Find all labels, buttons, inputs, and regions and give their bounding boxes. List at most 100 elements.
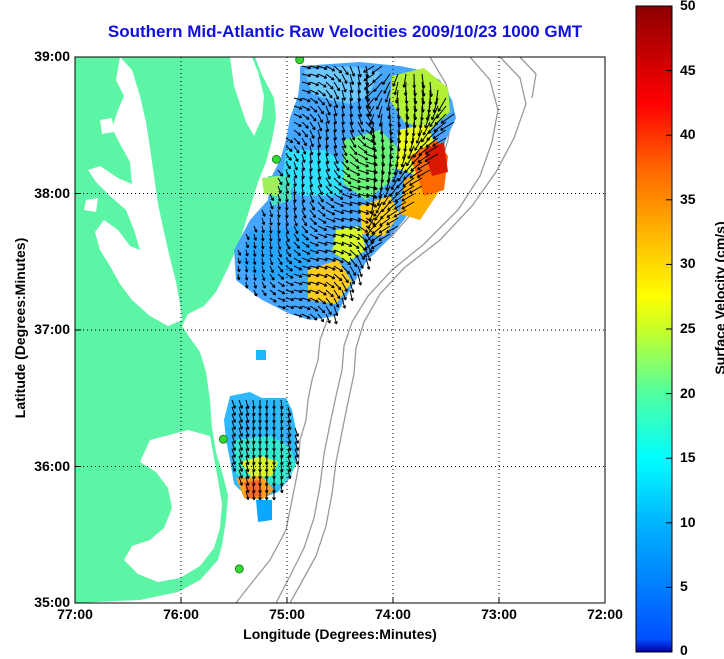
- velocity-arrow: [287, 455, 292, 466]
- velocity-arrow: [269, 209, 274, 218]
- velocity-arrow: [301, 313, 311, 319]
- colorbar-tick-label: 10: [680, 514, 696, 530]
- velocity-arrow: [245, 490, 250, 501]
- velocity-arrow: [317, 289, 327, 296]
- velocity-arrow: [245, 483, 250, 494]
- velocity-arrow: [325, 281, 335, 289]
- velocity-arrow: [293, 241, 301, 249]
- velocity-arrow: [357, 193, 370, 198]
- velocity-arrow: [385, 177, 391, 191]
- y-axis-label: Latitude (Degrees:Minutes): [12, 237, 28, 419]
- velocity-arrow: [293, 297, 303, 302]
- velocity-arrow: [269, 257, 274, 266]
- velocity-arrow: [325, 249, 337, 254]
- velocity-arrow: [341, 129, 346, 141]
- velocity-arrow: [414, 137, 423, 151]
- velocity-arrow: [394, 193, 407, 203]
- velocity-arrow: [238, 476, 244, 486]
- velocity-arrow: [287, 420, 292, 431]
- velocity-arrow: [238, 469, 244, 479]
- velocity-arrow: [325, 193, 334, 202]
- velocity-arrow: [287, 469, 292, 480]
- velocity-arrow: [317, 193, 324, 203]
- velocity-arrow: [393, 209, 407, 218]
- velocity-arrow: [325, 105, 331, 116]
- velocity-arrow: [252, 249, 257, 257]
- velocity-arrow: [285, 273, 294, 279]
- velocity-arrow: [231, 455, 236, 465]
- velocity-arrow: [341, 273, 349, 284]
- velocity-arrow: [341, 217, 353, 222]
- velocity-arrow: [269, 297, 277, 303]
- velocity-arrow: [317, 297, 327, 305]
- x-tick-label: 74:00: [375, 606, 411, 622]
- velocity-arrow: [333, 105, 338, 117]
- colorbar-tick-label: 25: [680, 320, 696, 336]
- velocity-arrow: [244, 273, 249, 281]
- velocity-arrow: [301, 153, 306, 163]
- velocity-arrow: [287, 434, 292, 445]
- velocity-arrow: [309, 249, 320, 254]
- velocity-arrow: [349, 185, 361, 191]
- pamlico-sound: [124, 430, 222, 582]
- velocity-arrow: [341, 137, 347, 149]
- velocity-arrow: [309, 289, 320, 295]
- velocity-arrow: [357, 185, 370, 190]
- velocity-arrow: [383, 185, 391, 199]
- velocity-arrow: [251, 490, 256, 501]
- velocity-arrow: [301, 257, 311, 263]
- velocity-arrow: [301, 113, 310, 120]
- velocity-arrow: [309, 233, 319, 240]
- velocity-arrow: [245, 462, 250, 473]
- velocity-arrow: [285, 305, 295, 310]
- velocity-arrow: [277, 233, 281, 242]
- velocity-arrow: [237, 257, 241, 265]
- velocity-arrow: [325, 297, 333, 307]
- velocity-arrow: [261, 217, 266, 226]
- velocity-arrow: [341, 193, 353, 199]
- velocity-arrow: [376, 193, 383, 207]
- velocity-arrow: [317, 201, 325, 210]
- velocity-arrow: [317, 137, 322, 148]
- velocity-arrow: [349, 129, 356, 141]
- velocity-arrow: [269, 273, 275, 281]
- velocity-arrow: [309, 313, 318, 321]
- velocity-arrow: [245, 413, 250, 424]
- velocity-arrow: [349, 177, 361, 183]
- velocity-arrow: [317, 97, 326, 106]
- x-axis-label: Longitude (Degrees:Minutes): [243, 626, 437, 642]
- velocity-arrow: [293, 209, 298, 219]
- velocity-arrow: [269, 217, 273, 226]
- velocity-arrow: [333, 193, 344, 200]
- velocity-arrow: [373, 81, 383, 92]
- velocity-arrow: [269, 201, 274, 210]
- velocity-arrow: [365, 193, 378, 199]
- x-tick-label: 76:00: [163, 606, 199, 622]
- velocity-arrow: [317, 249, 328, 254]
- velocity-arrow: [325, 313, 331, 324]
- velocity-arrow: [349, 241, 360, 249]
- velocity-arrow: [386, 225, 399, 234]
- velocity-arrow: [333, 73, 342, 83]
- velocity-arrow: [253, 289, 258, 297]
- velocity-arrow: [409, 177, 423, 186]
- velocity-arrow: [341, 249, 352, 256]
- chesapeake-bay: [88, 57, 182, 326]
- velocity-arrow: [277, 241, 282, 250]
- colorbar-tick-label: 35: [680, 191, 696, 207]
- velocity-arrow: [301, 233, 309, 241]
- colorbar-label: Surface Velocity (cm/s): [712, 221, 724, 375]
- grid-lines: [75, 57, 605, 603]
- velocity-arrow: [325, 81, 334, 90]
- velocity-arrow: [293, 177, 297, 187]
- velocity-arrow: [309, 217, 317, 226]
- velocity-arrow: [341, 233, 353, 239]
- velocity-arrow: [417, 161, 431, 171]
- velocity-arrow: [349, 281, 355, 293]
- velocity-arrow: [264, 490, 269, 501]
- colorbar-tick-label: 50: [680, 0, 696, 13]
- velocity-arrow: [333, 185, 343, 193]
- velocity-arrow: [365, 89, 371, 102]
- velocity-arrow: [333, 281, 342, 291]
